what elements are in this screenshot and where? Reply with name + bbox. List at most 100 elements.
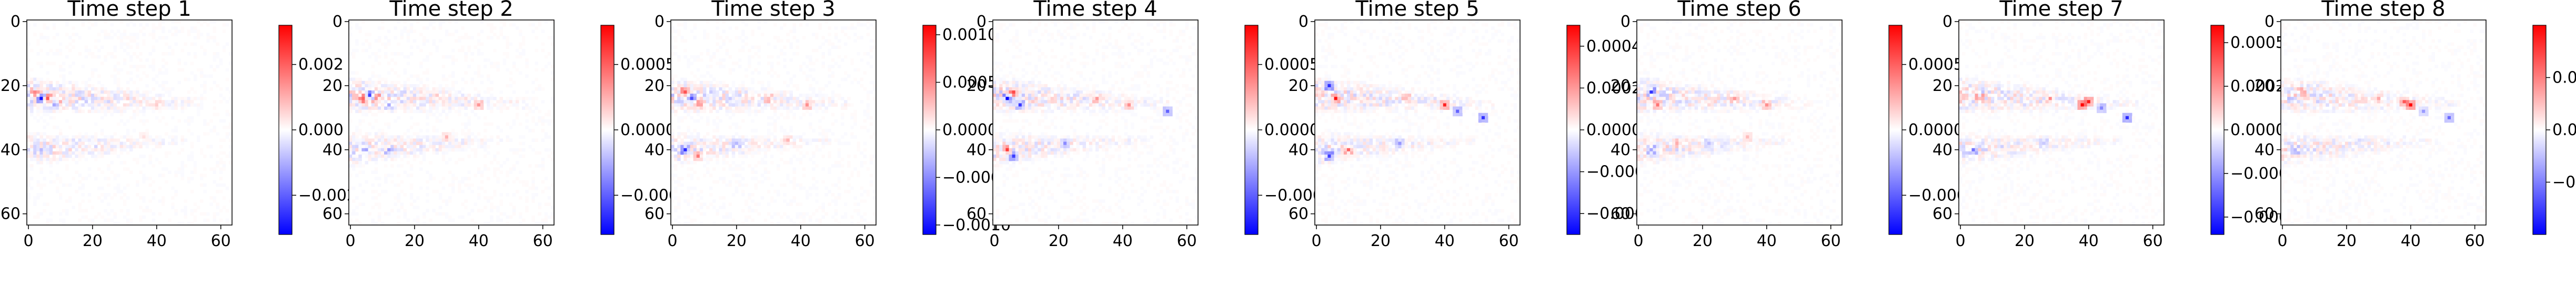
heatmap-cell	[352, 90, 356, 94]
heatmap-cell	[358, 161, 362, 165]
heatmap-cell	[525, 103, 529, 107]
heatmap-cell	[748, 148, 751, 152]
heatmap-cell	[773, 189, 777, 193]
heatmap-cell	[1002, 80, 1006, 85]
heatmap-cell	[696, 138, 700, 142]
heatmap-cell	[62, 74, 66, 78]
heatmap-cell	[751, 135, 754, 139]
heatmap-cell	[455, 100, 458, 104]
heatmap-cell	[455, 90, 458, 94]
heatmap-cell	[831, 65, 835, 68]
heatmap-cell	[799, 65, 803, 68]
heatmap-cell	[409, 74, 414, 78]
heatmap-cell	[190, 103, 194, 107]
heatmap-cell	[1092, 71, 1096, 75]
heatmap-cell	[174, 106, 178, 110]
heatmap-cell	[136, 90, 139, 94]
heatmap-cell	[193, 36, 197, 39]
heatmap-cell	[815, 58, 819, 62]
heatmap-cell	[751, 33, 754, 36]
heatmap-cell	[387, 141, 391, 146]
heatmap-cell	[683, 103, 687, 107]
heatmap-cell	[1162, 23, 1166, 27]
heatmap-cell	[490, 100, 494, 104]
heatmap-cell	[499, 193, 503, 197]
heatmap-cell	[1099, 20, 1102, 24]
heatmap-cell	[65, 145, 69, 149]
heatmap-cell	[773, 97, 777, 100]
heatmap-cell	[1005, 74, 1009, 78]
heatmap-cell	[683, 151, 687, 155]
heatmap-cell	[751, 80, 754, 85]
heatmap-cell	[728, 55, 732, 59]
heatmap-cell	[544, 135, 548, 139]
heatmap-cell	[136, 103, 139, 107]
heatmap-cell	[441, 151, 446, 155]
heatmap-cell	[709, 74, 713, 78]
heatmap-cell	[677, 58, 681, 62]
heatmap-cell	[1185, 87, 1189, 91]
heatmap-cell	[863, 109, 867, 114]
heatmap-cell	[518, 148, 522, 152]
heatmap-cell	[75, 94, 78, 97]
heatmap-cell	[741, 109, 745, 114]
heatmap-cell	[419, 62, 423, 65]
heatmap-cell	[145, 84, 149, 88]
heatmap-cell	[1021, 74, 1025, 78]
heatmap-cell	[126, 138, 130, 142]
heatmap-cell	[847, 26, 851, 30]
heatmap-cell	[27, 90, 31, 94]
heatmap-cell	[142, 141, 146, 146]
heatmap-cell	[1041, 33, 1044, 36]
heatmap-cell	[1015, 80, 1019, 85]
heatmap-cell	[355, 77, 359, 81]
x-tick-label: 0	[668, 232, 678, 250]
heatmap-cell	[129, 97, 133, 100]
heatmap-cell	[355, 145, 359, 149]
heatmap-cell	[377, 212, 381, 216]
heatmap-cell	[142, 90, 146, 94]
heatmap-cell	[834, 218, 838, 222]
heatmap-cell	[365, 154, 368, 158]
heatmap-cell	[1095, 52, 1099, 56]
heatmap-cell	[72, 62, 75, 65]
heatmap-cell	[525, 189, 529, 193]
heatmap-cell	[1002, 74, 1006, 78]
heatmap-cell	[46, 158, 50, 161]
heatmap-cell	[1092, 94, 1096, 97]
heatmap-cell	[184, 164, 188, 168]
heatmap-cell	[796, 135, 800, 139]
heatmap-cell	[541, 138, 545, 142]
heatmap-cell	[760, 138, 764, 142]
heatmap-cell	[87, 141, 92, 146]
heatmap-cell	[39, 87, 43, 91]
heatmap-cell	[712, 94, 716, 97]
heatmap-cell	[734, 36, 739, 39]
heatmap-cell	[81, 199, 85, 203]
heatmap-cell	[107, 106, 110, 110]
heatmap-cell	[129, 106, 133, 110]
heatmap-cell	[515, 177, 519, 181]
heatmap-cell	[161, 71, 165, 75]
heatmap-cell	[696, 141, 700, 146]
heatmap-cell	[777, 148, 780, 152]
heatmap-cell	[68, 94, 72, 97]
heatmap-cell	[783, 23, 787, 27]
heatmap-cell	[541, 87, 545, 91]
heatmap-cell	[680, 148, 684, 152]
heatmap-cell	[751, 103, 754, 107]
heatmap-cell	[677, 141, 681, 146]
heatmap-cell	[87, 218, 92, 222]
heatmap-cell	[687, 84, 690, 88]
heatmap-cell	[1060, 65, 1064, 68]
heatmap-cell	[853, 77, 857, 81]
heatmap-cell	[671, 103, 675, 107]
heatmap-cell	[725, 100, 729, 104]
heatmap-cell	[821, 132, 825, 136]
heatmap-cell	[155, 94, 159, 97]
heatmap-cell	[802, 154, 806, 158]
heatmap-cell	[831, 74, 835, 78]
heatmap-cell	[152, 189, 156, 193]
heatmap-cell	[725, 84, 729, 88]
heatmap-cell	[805, 106, 809, 110]
